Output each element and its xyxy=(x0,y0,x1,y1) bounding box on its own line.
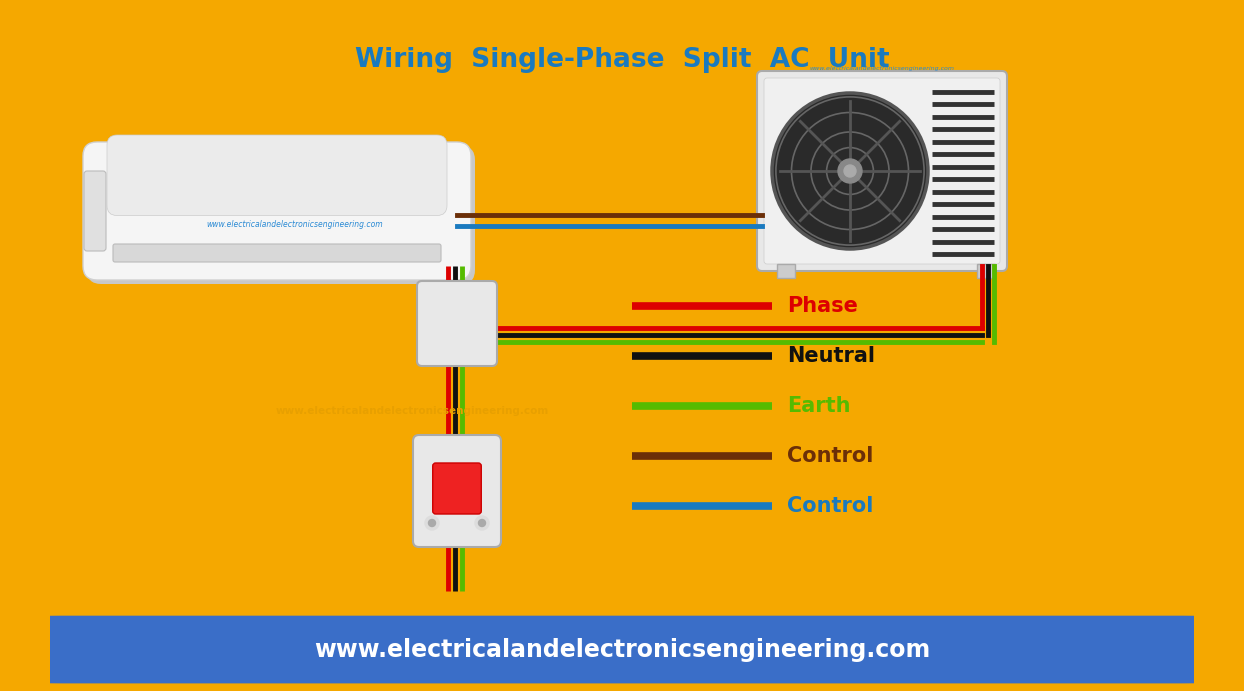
FancyBboxPatch shape xyxy=(758,71,1006,271)
Circle shape xyxy=(843,165,856,177)
Circle shape xyxy=(428,520,435,527)
FancyBboxPatch shape xyxy=(417,281,498,366)
FancyBboxPatch shape xyxy=(83,142,471,280)
Circle shape xyxy=(773,93,928,249)
Text: Wiring  Single-Phase  Split  AC  Unit: Wiring Single-Phase Split AC Unit xyxy=(355,47,889,73)
FancyBboxPatch shape xyxy=(764,78,1000,264)
Circle shape xyxy=(838,159,862,183)
FancyBboxPatch shape xyxy=(87,146,475,284)
Text: www.electricalandelectronicsengineering.com: www.electricalandelectronicsengineering.… xyxy=(810,66,954,70)
FancyBboxPatch shape xyxy=(113,244,442,262)
Circle shape xyxy=(475,516,489,530)
FancyBboxPatch shape xyxy=(85,171,106,251)
FancyBboxPatch shape xyxy=(413,435,501,547)
FancyBboxPatch shape xyxy=(433,463,481,514)
Text: Control: Control xyxy=(787,446,873,466)
Bar xyxy=(778,264,795,278)
Circle shape xyxy=(479,520,485,527)
FancyBboxPatch shape xyxy=(107,135,447,216)
Text: www.electricalandelectronicsengineering.com: www.electricalandelectronicsengineering.… xyxy=(207,220,383,229)
Text: Earth: Earth xyxy=(787,396,851,416)
Text: www.electricalandelectronicsengineering.com: www.electricalandelectronicsengineering.… xyxy=(275,406,549,416)
Text: www.electricalandelectronicsengineering.com: www.electricalandelectronicsengineering.… xyxy=(313,638,931,661)
Circle shape xyxy=(425,516,439,530)
Text: Control: Control xyxy=(787,496,873,516)
Bar xyxy=(977,264,995,278)
FancyBboxPatch shape xyxy=(15,616,1229,683)
Text: Phase: Phase xyxy=(787,296,858,316)
Text: Neutral: Neutral xyxy=(787,346,875,366)
